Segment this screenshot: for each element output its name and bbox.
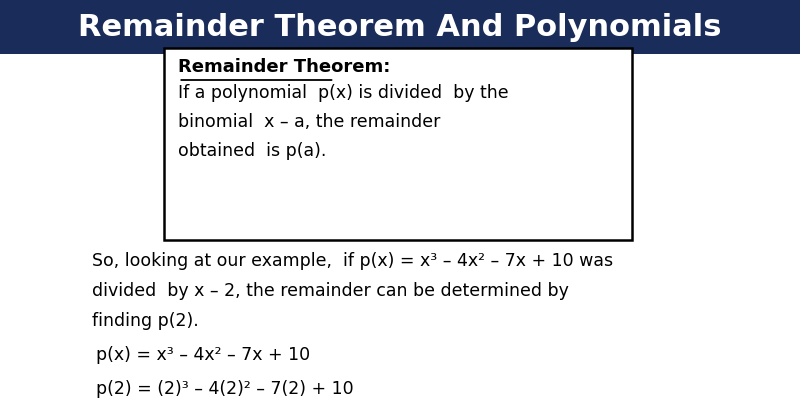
Text: Remainder Theorem And Polynomials: Remainder Theorem And Polynomials xyxy=(78,12,722,42)
Text: So, looking at our example,  if p(x) = x³ – 4x² – 7x + 10 was: So, looking at our example, if p(x) = x³… xyxy=(92,252,613,270)
Text: finding p(2).: finding p(2). xyxy=(92,312,198,330)
FancyBboxPatch shape xyxy=(0,0,800,54)
Text: divided  by x – 2, the remainder can be determined by: divided by x – 2, the remainder can be d… xyxy=(92,282,569,300)
Text: p(2) = (2)³ – 4(2)² – 7(2) + 10: p(2) = (2)³ – 4(2)² – 7(2) + 10 xyxy=(96,380,354,398)
FancyBboxPatch shape xyxy=(164,48,632,240)
Text: binomial  x – a, the remainder: binomial x – a, the remainder xyxy=(178,113,441,131)
Text: If a polynomial  p(x) is divided  by the: If a polynomial p(x) is divided by the xyxy=(178,84,509,102)
Text: Remainder Theorem:: Remainder Theorem: xyxy=(178,58,390,76)
Text: p(x) = x³ – 4x² – 7x + 10: p(x) = x³ – 4x² – 7x + 10 xyxy=(96,346,310,364)
Text: obtained  is p(a).: obtained is p(a). xyxy=(178,142,326,160)
